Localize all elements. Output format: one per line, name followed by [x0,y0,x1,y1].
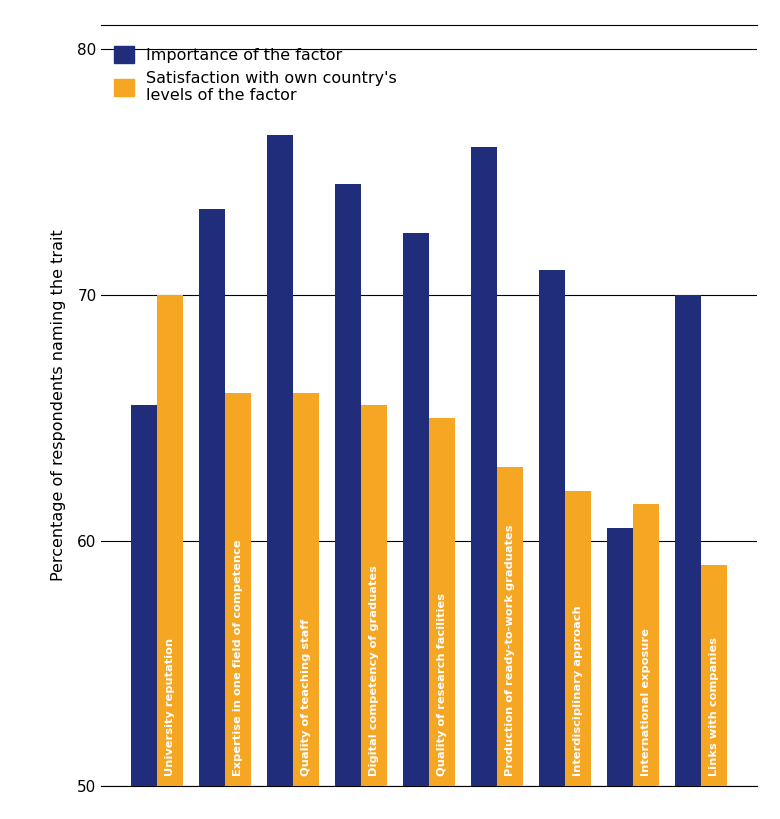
Bar [701,565,727,786]
Bar [429,418,455,786]
Bar [565,491,590,786]
Text: Interdisciplinary approach: Interdisciplinary approach [573,606,583,776]
Bar [335,184,361,786]
Text: Quality of teaching staff: Quality of teaching staff [301,619,311,776]
Bar [157,295,183,786]
Bar [497,467,523,786]
Text: Production of ready-to-work graduates: Production of ready-to-work graduates [505,525,515,776]
Bar [633,504,659,786]
Legend: Importance of the factor, Satisfaction with own country's
levels of the factor: Importance of the factor, Satisfaction w… [108,40,403,110]
Bar [293,393,319,786]
Text: Links with companies: Links with companies [709,637,719,776]
Bar [471,147,497,786]
Bar [268,135,293,786]
Text: University reputation: University reputation [165,638,175,776]
Bar [403,233,429,786]
Bar [199,209,225,786]
Bar [225,393,251,786]
Text: Digital competency of graduates: Digital competency of graduates [369,566,379,776]
Y-axis label: Percentage of respondents naming the trait: Percentage of respondents naming the tra… [51,229,66,581]
Bar [361,405,387,786]
Bar [131,405,157,786]
Bar [607,528,633,786]
Bar [675,295,701,786]
Text: Quality of research facilities: Quality of research facilities [437,594,447,776]
Text: International exposure: International exposure [641,628,651,776]
Text: Expertise in one field of competence: Expertise in one field of competence [233,540,243,776]
Bar [539,270,565,786]
